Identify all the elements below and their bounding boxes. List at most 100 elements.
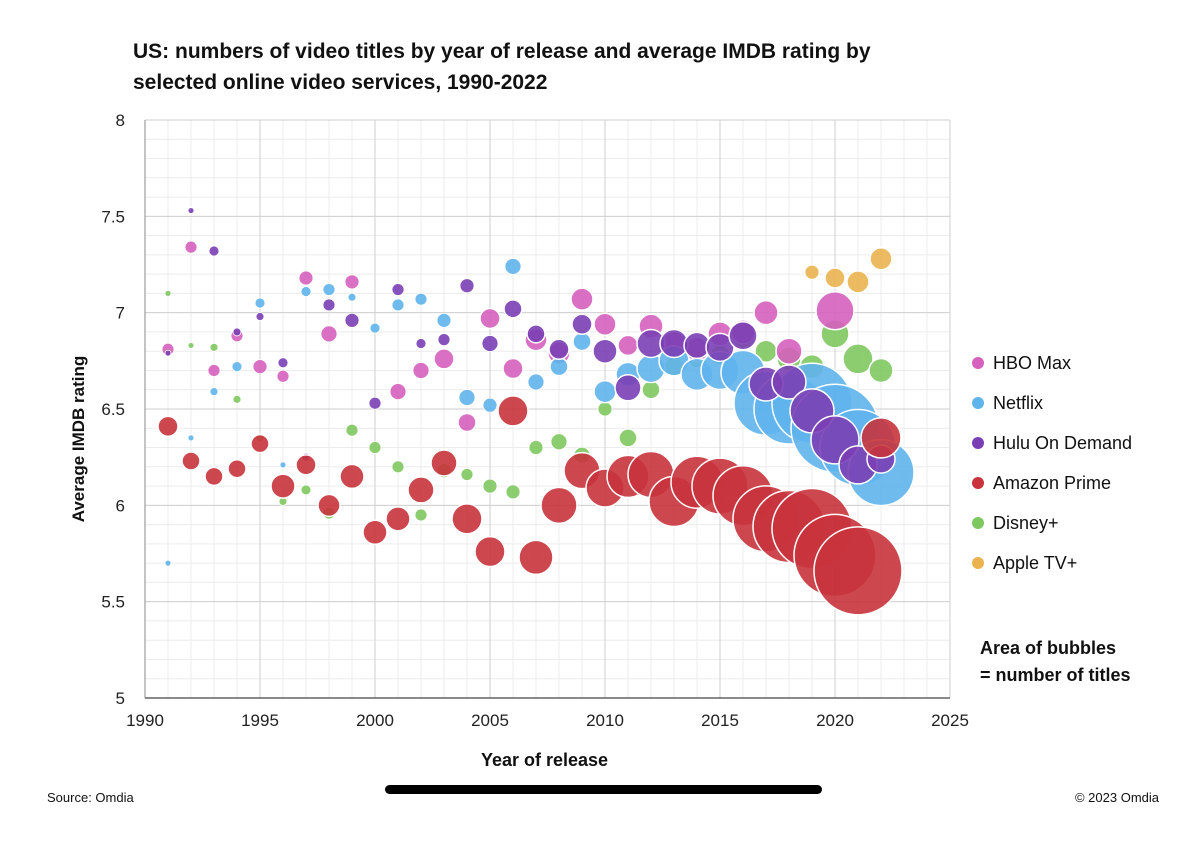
bubble-amazon-prime	[157, 415, 179, 438]
bubble-disney	[528, 440, 544, 455]
bubble-hbo-max	[252, 359, 268, 375]
bubble-hulu-on-demand	[344, 312, 360, 328]
bubble-hulu-on-demand	[571, 313, 593, 335]
y-tick-label: 5.5	[101, 593, 125, 612]
bubble-amazon-prime	[385, 506, 411, 532]
bubble-netflix	[414, 292, 428, 306]
bubble-hulu-on-demand	[437, 333, 451, 347]
bubble-netflix	[347, 292, 357, 302]
bubble-hbo-max	[502, 357, 524, 380]
bubble-disney	[391, 460, 405, 474]
y-tick-label: 7	[116, 304, 125, 323]
bubble-hulu-on-demand	[368, 396, 382, 410]
bubble-hbo-max	[753, 299, 779, 326]
bubble-netflix	[572, 331, 592, 352]
x-tick-label: 2025	[931, 711, 969, 730]
bubble-amazon-prime	[451, 503, 483, 535]
bubble-apple-tv	[824, 267, 846, 289]
bubble-hbo-max	[815, 290, 855, 331]
bubble-apple-tv	[804, 264, 820, 280]
bubble-hbo-max	[344, 274, 360, 290]
bubble-netflix	[391, 298, 405, 312]
x-tick-label: 2015	[701, 711, 739, 730]
legend-item-amazon-prime: Amazon Prime	[972, 463, 1132, 503]
bubble-hbo-max	[389, 383, 407, 401]
legend-label: Amazon Prime	[993, 472, 1112, 493]
bubble-amazon-prime	[270, 473, 296, 499]
bubble-netflix	[527, 373, 545, 391]
bubble-hulu-on-demand	[728, 321, 758, 351]
bubble-netflix	[593, 379, 617, 404]
legend-swatch	[972, 557, 984, 569]
y-tick-label: 7.5	[101, 207, 125, 226]
bubble-apple-tv	[846, 270, 870, 294]
legend-label: Netflix	[993, 392, 1044, 413]
bubble-amazon-prime	[362, 519, 388, 546]
legend-item-hbo-max: HBO Max	[972, 343, 1132, 383]
bubble-disney	[597, 401, 613, 417]
bubble-hbo-max	[184, 240, 198, 254]
bubble-hbo-max	[479, 307, 501, 330]
bubble-amazon-prime	[295, 454, 317, 476]
x-tick-label: 1990	[126, 711, 164, 730]
legend-item-netflix: Netflix	[972, 383, 1132, 423]
bubble-netflix	[436, 312, 452, 328]
bubble-hbo-max	[320, 325, 338, 343]
bubble-amazon-prime	[181, 451, 201, 471]
bubble-hbo-max	[593, 312, 617, 336]
bubble-netflix	[504, 258, 522, 275]
bubble-hulu-on-demand	[592, 338, 618, 364]
y-tick-label: 6	[116, 496, 125, 515]
bubble-amazon-prime	[860, 417, 902, 459]
bubble-hulu-on-demand	[255, 312, 265, 321]
bubble-hulu-on-demand	[503, 299, 523, 319]
home-indicator-bar[interactable]	[385, 785, 822, 794]
bubble-disney	[550, 433, 568, 451]
x-tick-label: 2000	[356, 711, 394, 730]
bubble-amazon-prime	[250, 433, 270, 454]
y-tick-label: 8	[116, 111, 125, 130]
bubble-netflix	[209, 387, 219, 397]
bubble-amazon-prime	[430, 449, 458, 477]
bubble-amazon-prime	[204, 466, 224, 487]
bubble-size-note-line1: Area of bubbles	[980, 638, 1117, 658]
bubble-hulu-on-demand	[322, 298, 336, 312]
bubble-disney	[482, 478, 498, 494]
source-note: Source: Omdia	[47, 790, 134, 805]
bubble-hulu-on-demand	[459, 278, 475, 294]
bubble-hbo-max	[570, 287, 594, 311]
bubble-hbo-max	[207, 364, 221, 377]
bubble-disney	[505, 484, 521, 500]
bubble-size-note-line2: = number of titles	[980, 665, 1131, 685]
bubble-amazon-prime	[227, 458, 247, 479]
x-tick-label: 2010	[586, 711, 624, 730]
bubble-disney	[187, 342, 195, 349]
chart-title: US: numbers of video titles by year of r…	[133, 36, 993, 98]
legend-item-hulu-on-demand: Hulu On Demand	[972, 423, 1132, 463]
bubble-hulu-on-demand	[187, 207, 195, 214]
bubble-apple-tv	[869, 246, 893, 271]
bubble-amazon-prime	[407, 476, 435, 504]
legend-label: Hulu On Demand	[993, 432, 1133, 453]
bubble-disney	[209, 342, 219, 352]
x-tick-label: 1995	[241, 711, 279, 730]
bubble-disney	[868, 357, 894, 384]
bubble-amazon-prime	[813, 526, 903, 616]
bubble-hbo-max	[775, 337, 803, 365]
y-axis-title: Average IMDB rating	[69, 356, 88, 523]
bubble-hulu-on-demand	[391, 283, 405, 296]
legend-label: Disney+	[993, 512, 1059, 533]
x-axis-title: Year of release	[481, 750, 608, 770]
legend-swatch	[972, 517, 984, 529]
bubble-amazon-prime	[540, 486, 578, 525]
bubble-hbo-max	[412, 362, 430, 379]
copyright-note: © 2023 Omdia	[1074, 790, 1159, 805]
chart-title-line2: selected online video services, 1990-202…	[133, 71, 548, 94]
bubble-amazon-prime	[339, 463, 365, 490]
bubble-disney	[460, 468, 474, 481]
bubble-netflix	[279, 461, 287, 469]
bubble-netflix	[458, 389, 476, 406]
bubble-netflix	[254, 297, 266, 309]
bubble-hbo-max	[276, 369, 290, 383]
